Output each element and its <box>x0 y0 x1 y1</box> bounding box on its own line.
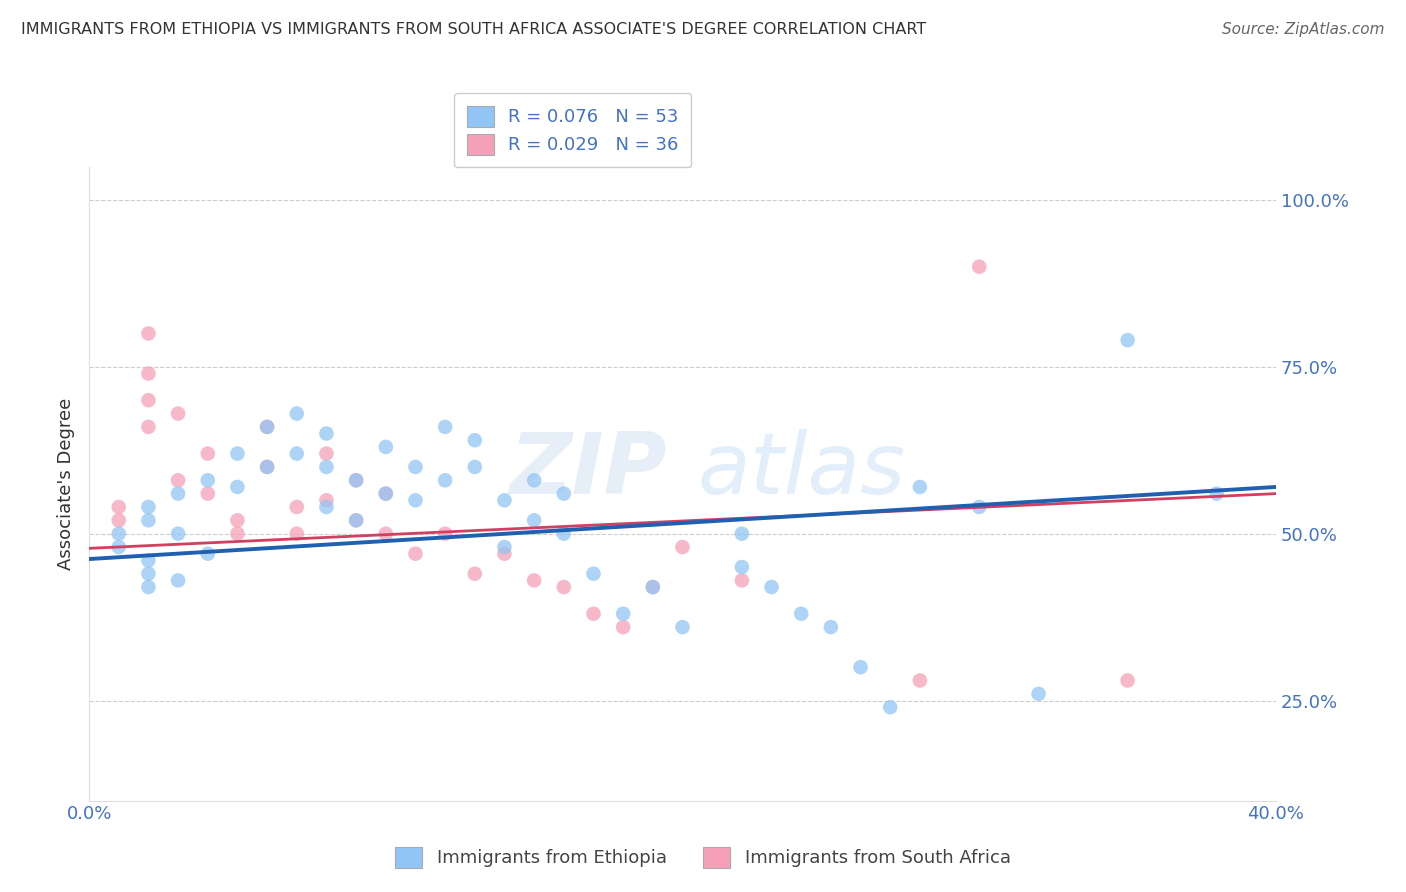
Point <box>404 547 426 561</box>
Point <box>138 513 160 527</box>
Point <box>967 500 990 514</box>
Point <box>315 426 337 441</box>
Point <box>374 526 396 541</box>
Point <box>344 473 367 487</box>
Text: Source: ZipAtlas.com: Source: ZipAtlas.com <box>1222 22 1385 37</box>
Point <box>107 513 129 527</box>
Point <box>464 459 486 474</box>
Point <box>671 540 693 554</box>
Point <box>612 607 634 621</box>
Point <box>197 447 219 461</box>
Point <box>138 580 160 594</box>
Point <box>285 526 308 541</box>
Point <box>790 607 813 621</box>
Point <box>226 480 249 494</box>
Point <box>256 420 278 434</box>
Point <box>1116 673 1139 688</box>
Text: atlas: atlas <box>697 429 905 512</box>
Point <box>523 513 546 527</box>
Point <box>344 513 367 527</box>
Point <box>404 493 426 508</box>
Point <box>256 459 278 474</box>
Point <box>167 473 190 487</box>
Point <box>404 459 426 474</box>
Point <box>434 526 457 541</box>
Point <box>820 620 842 634</box>
Point <box>226 513 249 527</box>
Point <box>107 540 129 554</box>
Point <box>582 566 605 581</box>
Point <box>553 526 575 541</box>
Point <box>107 526 129 541</box>
Point <box>374 440 396 454</box>
Point <box>256 459 278 474</box>
Point <box>1116 333 1139 347</box>
Point <box>1205 486 1227 500</box>
Point <box>464 434 486 448</box>
Point <box>315 500 337 514</box>
Point <box>374 486 396 500</box>
Point <box>641 580 664 594</box>
Point <box>315 459 337 474</box>
Point <box>553 486 575 500</box>
Point <box>197 547 219 561</box>
Point <box>731 526 754 541</box>
Point <box>138 367 160 381</box>
Legend: R = 0.076   N = 53, R = 0.029   N = 36: R = 0.076 N = 53, R = 0.029 N = 36 <box>454 94 692 168</box>
Point <box>494 547 516 561</box>
Point <box>256 420 278 434</box>
Point <box>285 500 308 514</box>
Point <box>523 473 546 487</box>
Point <box>226 526 249 541</box>
Point <box>641 580 664 594</box>
Point <box>344 473 367 487</box>
Point <box>285 447 308 461</box>
Point <box>967 260 990 274</box>
Point <box>138 500 160 514</box>
Point <box>434 473 457 487</box>
Point <box>167 407 190 421</box>
Point <box>107 500 129 514</box>
Y-axis label: Associate's Degree: Associate's Degree <box>58 398 75 570</box>
Point <box>1028 687 1050 701</box>
Point <box>315 493 337 508</box>
Point <box>344 513 367 527</box>
Point <box>761 580 783 594</box>
Point <box>582 607 605 621</box>
Point <box>226 447 249 461</box>
Point <box>553 580 575 594</box>
Point <box>197 473 219 487</box>
Point <box>138 566 160 581</box>
Point <box>908 673 931 688</box>
Point <box>138 420 160 434</box>
Point <box>167 526 190 541</box>
Point <box>671 620 693 634</box>
Point <box>849 660 872 674</box>
Point <box>138 553 160 567</box>
Point <box>138 326 160 341</box>
Point <box>167 486 190 500</box>
Legend: Immigrants from Ethiopia, Immigrants from South Africa: Immigrants from Ethiopia, Immigrants fro… <box>385 836 1021 879</box>
Point <box>612 620 634 634</box>
Point <box>523 574 546 588</box>
Point <box>494 493 516 508</box>
Text: IMMIGRANTS FROM ETHIOPIA VS IMMIGRANTS FROM SOUTH AFRICA ASSOCIATE'S DEGREE CORR: IMMIGRANTS FROM ETHIOPIA VS IMMIGRANTS F… <box>21 22 927 37</box>
Point <box>374 486 396 500</box>
Point <box>138 393 160 408</box>
Point <box>908 480 931 494</box>
Point <box>167 574 190 588</box>
Point <box>731 574 754 588</box>
Point <box>464 566 486 581</box>
Point <box>494 540 516 554</box>
Point <box>434 420 457 434</box>
Point <box>879 700 901 714</box>
Text: ZIP: ZIP <box>509 429 666 512</box>
Point <box>731 560 754 574</box>
Point <box>197 486 219 500</box>
Point <box>315 447 337 461</box>
Point <box>285 407 308 421</box>
